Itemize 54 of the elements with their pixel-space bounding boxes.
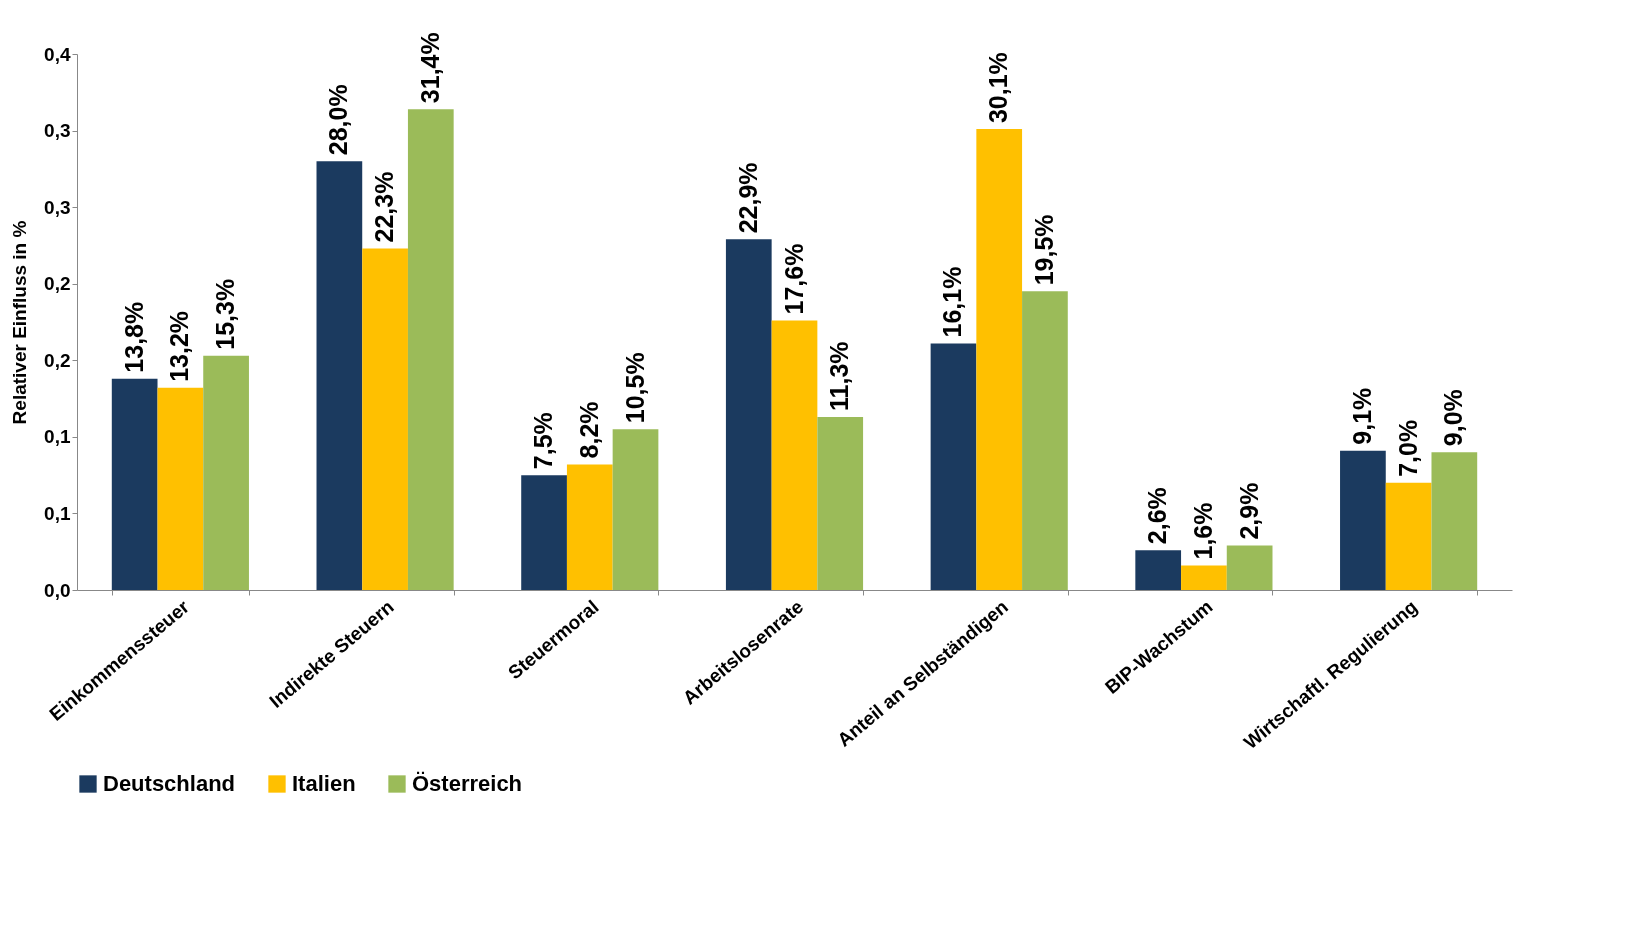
legend-label: Österreich xyxy=(412,771,523,796)
data-label: 30,1% xyxy=(984,52,1013,124)
y-tick-label: 0,0 xyxy=(44,579,71,601)
bar xyxy=(1022,291,1068,590)
bar xyxy=(1385,482,1432,590)
data-label: 9,1% xyxy=(1347,387,1376,445)
bar xyxy=(1181,565,1227,590)
bar xyxy=(612,429,659,590)
data-label: 1,6% xyxy=(1188,502,1217,560)
data-label: 13,8% xyxy=(119,301,148,373)
bar xyxy=(203,355,249,590)
data-label: 7,5% xyxy=(529,412,558,470)
data-label: 31,4% xyxy=(415,32,444,104)
y-tick-label: 0,1 xyxy=(44,426,71,448)
bar xyxy=(362,248,408,590)
data-label: 22,9% xyxy=(733,162,762,234)
y-axis-title: Relativer Einfluss in % xyxy=(9,220,31,425)
data-label: 17,6% xyxy=(779,243,808,315)
data-label: 9,0% xyxy=(1439,389,1468,447)
data-label: 2,6% xyxy=(1143,487,1172,545)
data-label: 13,2% xyxy=(165,310,194,382)
data-label: 22,3% xyxy=(370,171,399,243)
data-label: 19,5% xyxy=(1029,214,1058,286)
bar xyxy=(111,378,158,590)
data-label: 11,3% xyxy=(825,341,854,411)
bar xyxy=(407,109,454,590)
data-label: 2,9% xyxy=(1234,482,1263,540)
bar xyxy=(566,464,613,590)
y-tick-label: 0,2 xyxy=(44,273,71,295)
bar xyxy=(1431,452,1478,590)
legend-label: Deutschland xyxy=(103,771,236,796)
y-tick-label: 0,2 xyxy=(44,349,71,371)
legend-label: Italien xyxy=(292,771,356,796)
bar xyxy=(1226,545,1273,590)
data-label: 10,5% xyxy=(620,352,649,424)
bar xyxy=(157,387,204,590)
bar xyxy=(817,416,864,590)
y-tick-label: 0,3 xyxy=(44,196,71,218)
bar xyxy=(316,161,363,590)
data-label: 7,0% xyxy=(1393,419,1422,477)
bar xyxy=(725,239,772,590)
bar xyxy=(1340,450,1386,590)
bar xyxy=(521,475,567,590)
bar xyxy=(771,320,818,590)
data-label: 16,1% xyxy=(938,266,967,338)
bar xyxy=(930,343,977,590)
data-label: 28,0% xyxy=(324,84,353,156)
data-label: 8,2% xyxy=(574,401,603,459)
bar xyxy=(976,129,1023,590)
data-label: 15,3% xyxy=(211,278,240,350)
y-tick-label: 0,1 xyxy=(44,502,71,524)
y-tick-label: 0,3 xyxy=(44,120,71,142)
y-tick-label: 0,4 xyxy=(44,43,71,65)
bar xyxy=(1135,550,1182,590)
